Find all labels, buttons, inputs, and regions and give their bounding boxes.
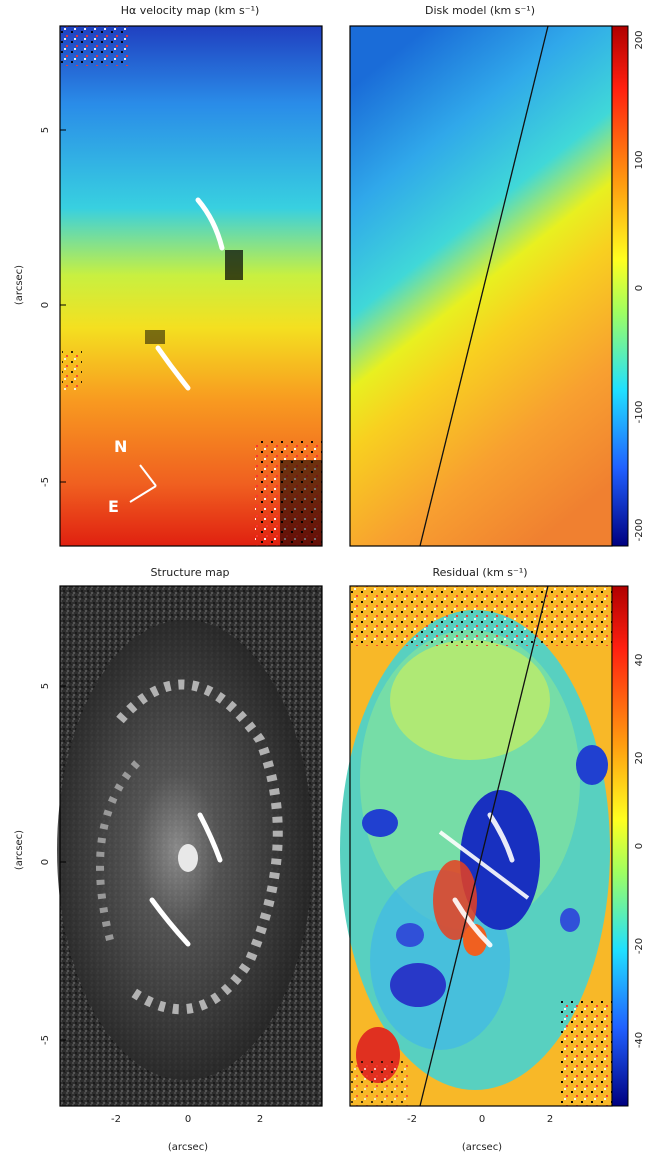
ha-velocity-title: Hα velocity map (km s⁻¹) [121, 4, 260, 17]
compass-north-label: N [114, 437, 127, 456]
y-tick-label: -5 [40, 1035, 51, 1045]
residual-title: Residual (km s⁻¹) [432, 566, 527, 579]
disk-colorbar-ticks: 200 100 0 -100 -200 [634, 30, 645, 541]
x-tick-label: 0 [479, 1114, 485, 1125]
colorbar-tick-label: 100 [634, 150, 645, 169]
structure-xlabel: (arcsec) [168, 1142, 208, 1153]
y-tick-label: 5 [40, 683, 51, 689]
kinematic-axis-line [419, 25, 549, 547]
colorbar-tick-label: 0 [634, 843, 645, 849]
x-tick-label: -2 [111, 1114, 121, 1125]
x-tick-label: -2 [407, 1114, 417, 1125]
disk-colorbar [611, 25, 629, 547]
residual-xlabel: (arcsec) [462, 1142, 502, 1153]
disk-model-panel: Disk model (km s⁻¹) 200 100 0 -100 -200 [349, 4, 645, 547]
disk-model-title: Disk model (km s⁻¹) [425, 4, 535, 17]
colorbar-tick-label: -20 [634, 938, 645, 954]
y-tick-label: 0 [40, 859, 51, 865]
ha-velocity-panel: Hα velocity map (km s⁻¹) N E 5 0 -5 [14, 4, 323, 547]
structure-ylabel: (arcsec) [14, 830, 25, 870]
colorbar-tick-label: -100 [634, 401, 645, 424]
x-tick-label: 0 [185, 1114, 191, 1125]
y-tick-label: -5 [40, 477, 51, 487]
x-tick-label: 2 [257, 1114, 263, 1125]
ha-velocity-y-ticks: 5 0 -5 [40, 127, 66, 487]
colorbar-tick-label: -200 [634, 519, 645, 542]
structure-y-ticks: 5 0 -5 [40, 683, 66, 1045]
structure-panel: Structure map 5 0 -5 (arcsec) -2 0 2 (ar… [14, 566, 323, 1153]
structure-title: Structure map [150, 566, 229, 579]
colorbar-tick-label: 0 [634, 285, 645, 291]
colorbar-tick-label: 40 [634, 654, 645, 667]
y-tick-label: 5 [40, 127, 51, 133]
y-tick-label: 0 [40, 302, 51, 308]
residual-colorbar [611, 585, 629, 1107]
kinematic-axis-line [419, 585, 549, 1107]
ha-velocity-ylabel: (arcsec) [14, 265, 25, 305]
colorbar-tick-label: 200 [634, 30, 645, 49]
residual-colorbar-ticks: 40 20 0 -20 -40 [634, 654, 645, 1049]
compass-icon: N E [108, 437, 157, 516]
residual-panel: Residual (km s⁻¹) 40 20 0 -20 [340, 566, 645, 1153]
compass-east-label: E [108, 497, 119, 516]
x-tick-label: 2 [547, 1114, 553, 1125]
colorbar-tick-label: 20 [634, 752, 645, 765]
residual-x-ticks: -2 0 2 [407, 1114, 553, 1125]
colorbar-tick-label: -40 [634, 1032, 645, 1048]
structure-x-ticks: -2 0 2 [111, 1114, 263, 1125]
